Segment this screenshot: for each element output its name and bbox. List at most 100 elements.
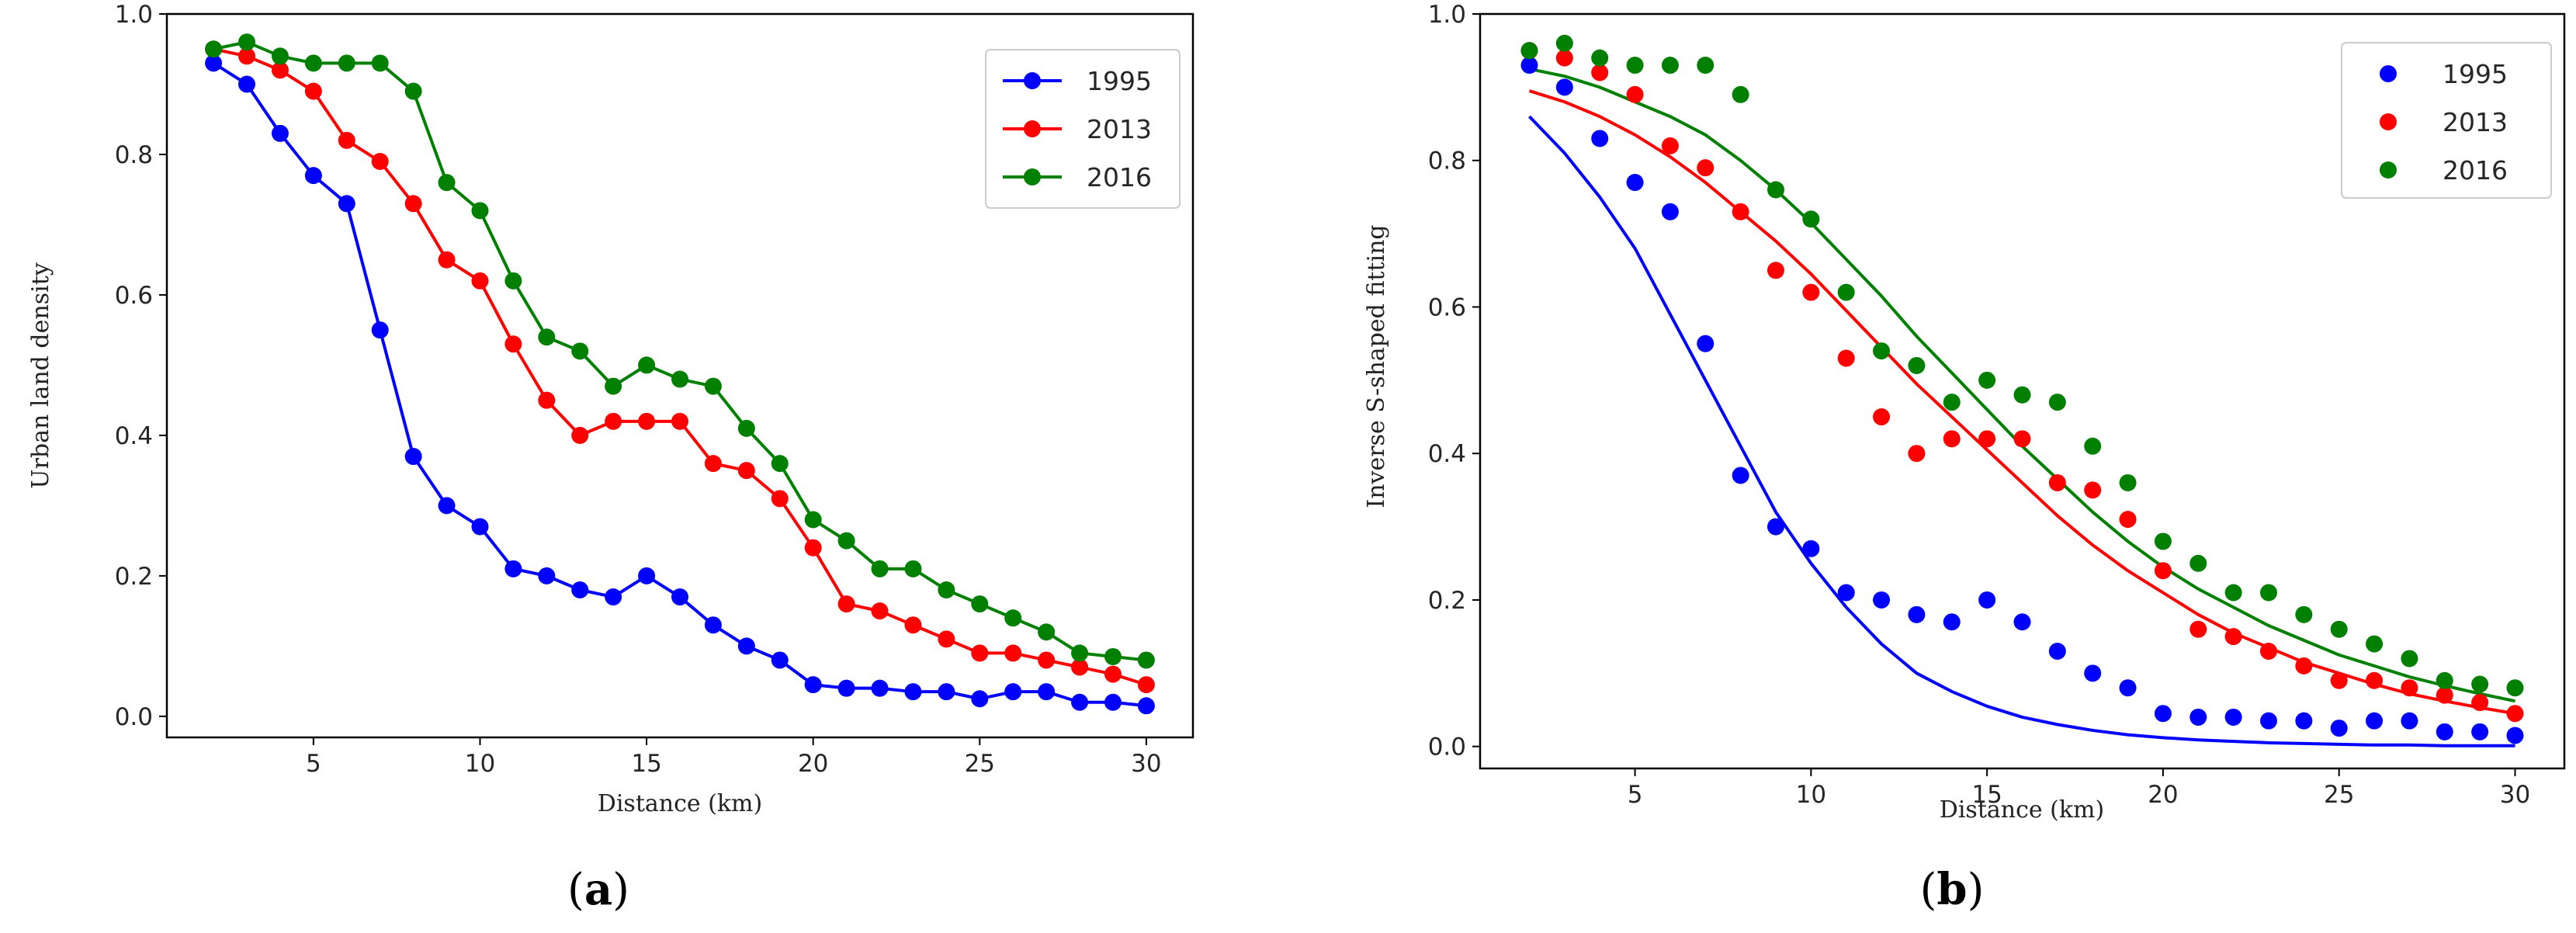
data-point-2016 <box>371 54 389 72</box>
data-point-1995 <box>605 588 622 606</box>
data-point-1995 <box>371 321 389 339</box>
data-point-2013 <box>2330 671 2348 689</box>
data-point-1995 <box>205 54 223 72</box>
data-point-2013 <box>2401 679 2418 697</box>
data-point-1995 <box>1943 613 1961 631</box>
data-point-2016 <box>2119 473 2137 491</box>
data-point-1995 <box>2471 723 2489 741</box>
data-point-2013 <box>871 602 889 620</box>
data-point-2016 <box>304 54 322 72</box>
legend-swatch-marker-2016 <box>1024 168 1041 186</box>
data-point-2013 <box>2189 620 2207 638</box>
data-point-2013 <box>1873 408 1891 426</box>
legend-swatch-marker-2013 <box>1024 120 1041 137</box>
panel-b: 5 10 15 20 25 30 0.0 0.2 0.4 0.6 0.8 1.0 Distance (… <box>1363 1 2566 915</box>
data-point-2013 <box>1767 262 1784 279</box>
data-point-1995 <box>1626 174 1644 192</box>
data-point-2016 <box>2295 605 2313 623</box>
y-tick-label: 0.6 <box>1428 293 1466 321</box>
data-point-2016 <box>1732 85 1749 103</box>
data-point-2013 <box>1038 651 1056 669</box>
data-point-2016 <box>971 595 989 613</box>
legend-label-2013: 2013 <box>2443 107 2508 137</box>
data-point-2013 <box>1104 665 1122 683</box>
data-point-1995 <box>2260 712 2277 730</box>
x-axis-label-b: Distance (km) <box>1940 796 2104 824</box>
data-point-1995 <box>1137 697 1155 715</box>
data-point-1995 <box>1004 683 1022 701</box>
y-tick-label: 0.8 <box>1428 147 1466 175</box>
data-point-2016 <box>504 272 522 290</box>
x-tick-label: 10 <box>465 750 495 778</box>
data-point-2013 <box>371 153 389 171</box>
data-point-2016 <box>1978 371 1996 389</box>
data-point-2013 <box>571 426 589 444</box>
legend-swatch-marker-1995 <box>1024 72 1041 89</box>
data-point-2016 <box>1873 342 1891 360</box>
legend-box <box>985 49 1181 209</box>
data-point-1995 <box>571 581 589 598</box>
y-tick-label: 0.4 <box>1428 440 1466 468</box>
x-axis-label-a: Distance (km) <box>598 790 762 817</box>
data-point-2013 <box>2436 686 2453 704</box>
data-point-1995 <box>2154 705 2172 723</box>
data-point-2016 <box>737 419 755 437</box>
y-tick-label: 1.0 <box>115 1 153 29</box>
legend-label-2016: 2016 <box>1087 162 1152 192</box>
x-tick-label: 20 <box>2148 781 2178 809</box>
legend-swatch-marker-2016 <box>2380 161 2397 179</box>
x-tick-label: 15 <box>631 750 661 778</box>
y-tick-label: 0.2 <box>1428 587 1466 615</box>
x-tick-label: 15 <box>1971 781 2002 809</box>
data-point-2013 <box>1626 85 1644 103</box>
data-point-1995 <box>638 567 656 584</box>
data-point-2016 <box>538 328 556 346</box>
data-point-2016 <box>438 174 456 192</box>
data-point-2013 <box>671 412 688 430</box>
data-point-2016 <box>2401 650 2418 668</box>
data-point-2016 <box>2260 584 2277 602</box>
y-axis-label-a: Urban land density <box>27 262 54 488</box>
data-point-2016 <box>1626 57 1644 75</box>
data-point-2016 <box>1767 181 1784 199</box>
data-point-2013 <box>1908 445 1926 463</box>
data-point-2013 <box>471 272 489 290</box>
data-point-2016 <box>2013 386 2031 404</box>
data-point-2016 <box>205 40 223 58</box>
data-point-1995 <box>2366 712 2384 730</box>
x-tick-label: 25 <box>2324 781 2354 809</box>
data-point-1995 <box>304 167 322 185</box>
data-point-2016 <box>1697 57 1714 75</box>
x-tick-label: 5 <box>1628 781 1643 809</box>
data-point-2016 <box>1661 57 1679 75</box>
data-point-2013 <box>1732 203 1749 220</box>
data-point-1995 <box>938 683 955 701</box>
x-tick-label: 10 <box>1796 781 1826 809</box>
data-point-2016 <box>2084 437 2102 455</box>
fit-curve-1995 <box>1528 115 2515 747</box>
data-point-2016 <box>338 54 355 72</box>
data-point-1995 <box>1520 57 1538 75</box>
data-point-2016 <box>1004 609 1022 627</box>
data-point-2016 <box>1137 651 1155 669</box>
fit-curve-2013 <box>1528 89 2515 716</box>
data-point-2013 <box>704 455 722 473</box>
data-point-2013 <box>804 539 822 557</box>
y-tick-label: 0.0 <box>115 703 153 731</box>
data-point-2013 <box>238 47 256 65</box>
data-point-2016 <box>2154 532 2172 550</box>
data-point-2013 <box>638 412 656 430</box>
data-point-2016 <box>2330 620 2348 638</box>
data-point-1995 <box>2189 708 2207 726</box>
data-point-2016 <box>2366 635 2384 653</box>
data-point-1995 <box>1555 78 1573 96</box>
data-point-1995 <box>1802 539 1820 557</box>
data-point-1995 <box>2084 664 2102 682</box>
x-tick-label: 20 <box>798 750 828 778</box>
x-tick-label: 25 <box>965 750 995 778</box>
data-point-1995 <box>837 679 855 697</box>
data-point-2013 <box>971 644 989 662</box>
data-point-2013 <box>1004 644 1022 662</box>
data-point-1995 <box>504 560 522 577</box>
data-point-2016 <box>271 47 289 65</box>
